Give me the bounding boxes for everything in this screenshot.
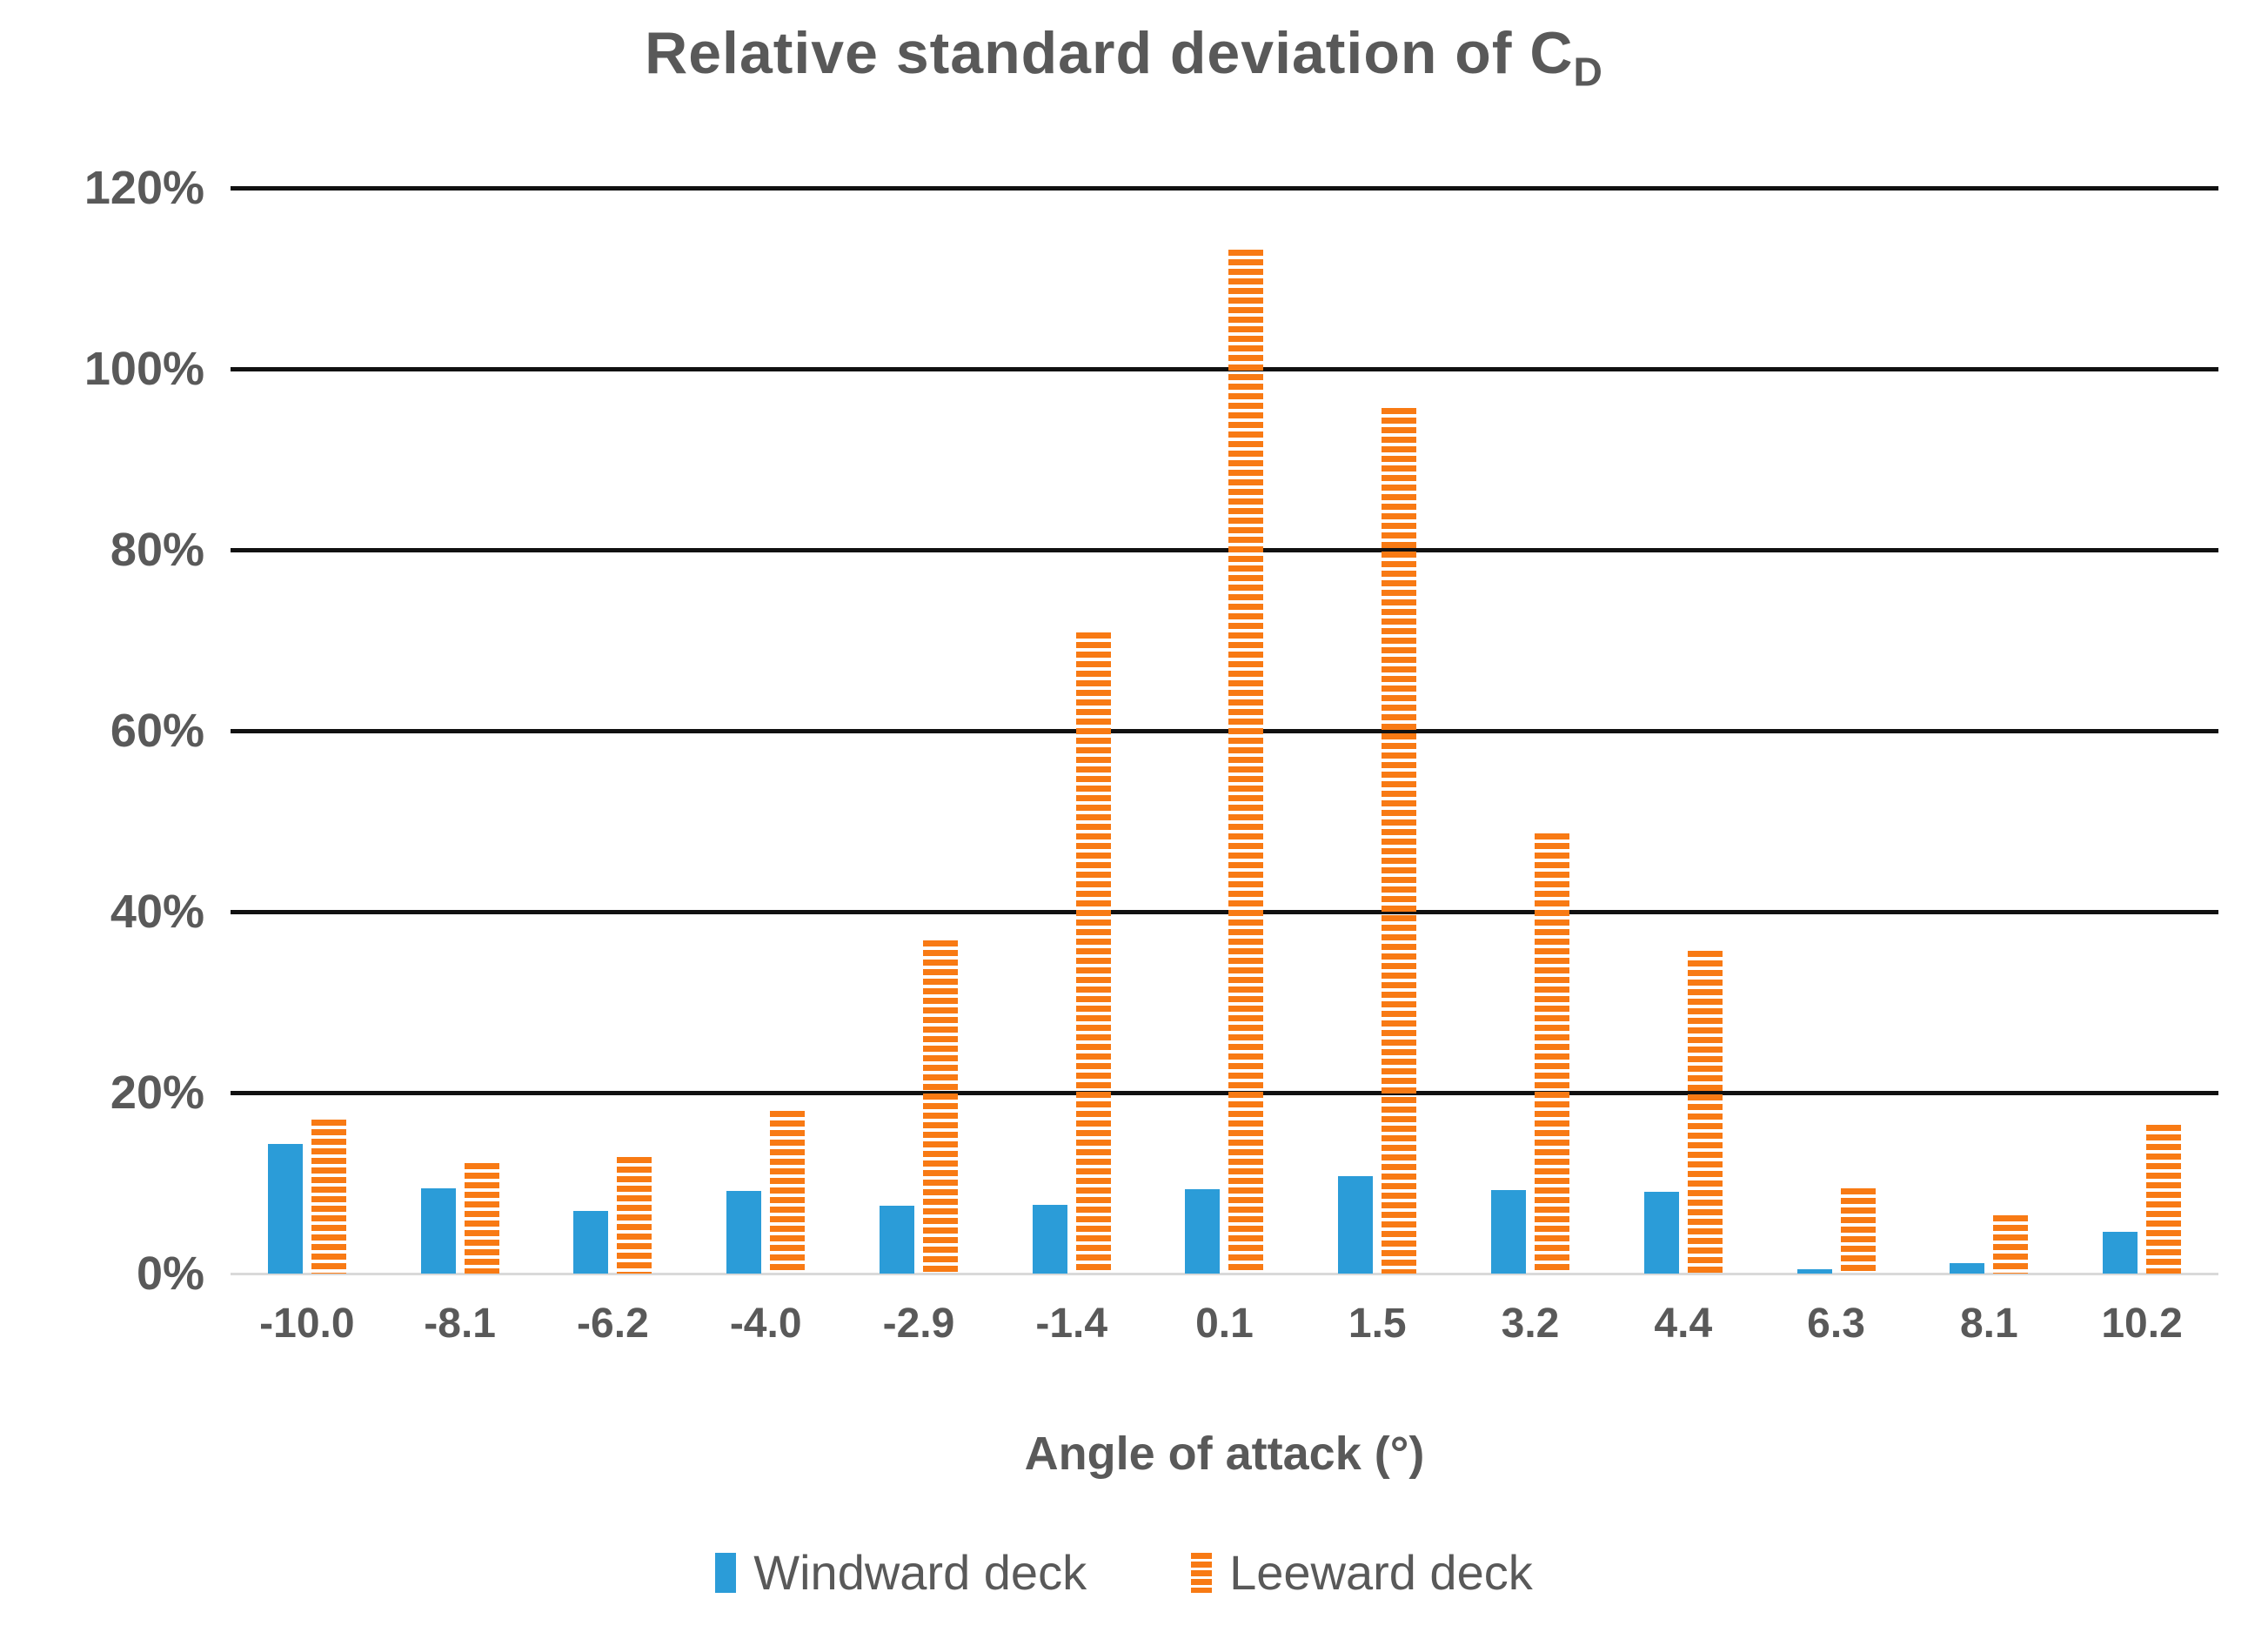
leeward-deck-bar: [1993, 1215, 2029, 1274]
windward-deck-bar: [420, 1188, 456, 1274]
windward-deck-bar: [573, 1211, 609, 1274]
y-tick-label: 100%: [84, 343, 204, 395]
bar-group: [231, 188, 384, 1274]
leeward-deck-bar: [617, 1156, 652, 1274]
gridline: [231, 1091, 2218, 1095]
windward-deck-bar: [1185, 1189, 1221, 1274]
legend-label: Windward deck: [753, 1545, 1087, 1600]
leeward-deck-bar: [1228, 249, 1264, 1274]
gridline: [231, 729, 2218, 733]
legend-item-leeward-deck: Leeward deck: [1191, 1548, 1533, 1597]
leeward-deck-bar: [311, 1120, 346, 1274]
x-tick-label: 8.1: [1959, 1301, 2018, 1347]
leeward-deck-bar: [922, 940, 958, 1274]
windward-deck-bar: [1643, 1192, 1679, 1274]
windward-deck-bar: [1491, 1190, 1526, 1274]
x-tick-label: -8.1: [424, 1301, 496, 1347]
bar-groups: [231, 188, 2218, 1274]
x-axis: -10.0 -8.1 -6.2 -4.0 -2.9 -1.4 0.1 1.5 3.2 4.4 6.3…: [231, 1303, 2218, 1345]
chart-title: Relative standard deviation of CD: [0, 19, 2248, 96]
x-tick-label: 6.3: [1807, 1301, 1865, 1347]
leeward-deck-bar: [1382, 407, 1417, 1274]
x-tick-label: -10.0: [259, 1301, 355, 1347]
chart-title-subscript: D: [1573, 49, 1603, 95]
legend-label: Leeward deck: [1229, 1545, 1533, 1600]
bar-group: [2065, 188, 2218, 1274]
x-tick-label: -2.9: [882, 1301, 955, 1347]
gridline: [231, 186, 2218, 191]
windward-deck-bar: [2103, 1232, 2138, 1274]
y-tick-label: 40%: [110, 886, 204, 938]
leeward-deck-bar: [1075, 632, 1111, 1274]
x-tick-label: 1.5: [1348, 1301, 1407, 1347]
bar-group: [842, 188, 995, 1274]
gridline: [231, 367, 2218, 371]
bar-group: [1148, 188, 1301, 1274]
x-tick-label: -6.2: [577, 1301, 649, 1347]
legend-swatch-striped-icon: [1191, 1553, 1213, 1593]
y-tick-label: 20%: [110, 1067, 204, 1119]
plot-area: [231, 186, 2218, 1275]
x-axis-title: Angle of attack (°): [1024, 1428, 1425, 1480]
windward-deck-bar: [1950, 1262, 1985, 1274]
bar-group: [995, 188, 1148, 1274]
windward-deck-bar: [879, 1206, 914, 1274]
y-tick-label: 60%: [110, 705, 204, 757]
x-tick-label: 10.2: [2101, 1301, 2183, 1347]
x-tick-label: 3.2: [1501, 1301, 1560, 1347]
legend-swatch-solid-icon: [715, 1553, 737, 1593]
leeward-deck-bar: [1687, 950, 1723, 1274]
windward-deck-bar: [726, 1191, 762, 1274]
windward-deck-bar: [267, 1144, 303, 1274]
windward-deck-bar: [1338, 1175, 1374, 1274]
x-tick-label: -4.0: [729, 1301, 802, 1347]
bar-group: [689, 188, 842, 1274]
windward-deck-bar: [1032, 1204, 1067, 1274]
y-tick-label: 80%: [110, 524, 204, 576]
bar-group: [384, 188, 537, 1274]
y-axis: 0% 20% 40% 60% 80% 100% 120%: [0, 164, 204, 1297]
windward-deck-bar: [1796, 1268, 1832, 1274]
leeward-deck-bar: [464, 1163, 499, 1274]
bar-group: [537, 188, 690, 1274]
bar-group: [1760, 188, 1913, 1274]
chart-title-main: Relative standard deviation of C: [645, 20, 1574, 86]
x-tick-label: 4.4: [1654, 1301, 1713, 1347]
x-axis-line: [231, 1273, 2218, 1275]
x-tick-label: 0.1: [1195, 1301, 1254, 1347]
y-tick-label: 120%: [84, 162, 204, 214]
gridline: [231, 548, 2218, 552]
bar-group: [1607, 188, 1760, 1274]
leeward-deck-bar: [2146, 1125, 2182, 1274]
leeward-deck-bar: [1535, 833, 1569, 1274]
legend-item-windward-deck: Windward deck: [715, 1548, 1087, 1597]
bar-group: [1301, 188, 1454, 1274]
leeward-deck-bar: [770, 1110, 806, 1274]
bar-group: [1454, 188, 1607, 1274]
x-tick-label: -1.4: [1035, 1301, 1108, 1347]
leeward-deck-bar: [1840, 1188, 1876, 1274]
legend: Windward deck Leeward deck: [0, 1548, 2248, 1597]
bar-group: [1912, 188, 2065, 1274]
gridline: [231, 910, 2218, 914]
y-tick-label: 0%: [136, 1247, 204, 1300]
